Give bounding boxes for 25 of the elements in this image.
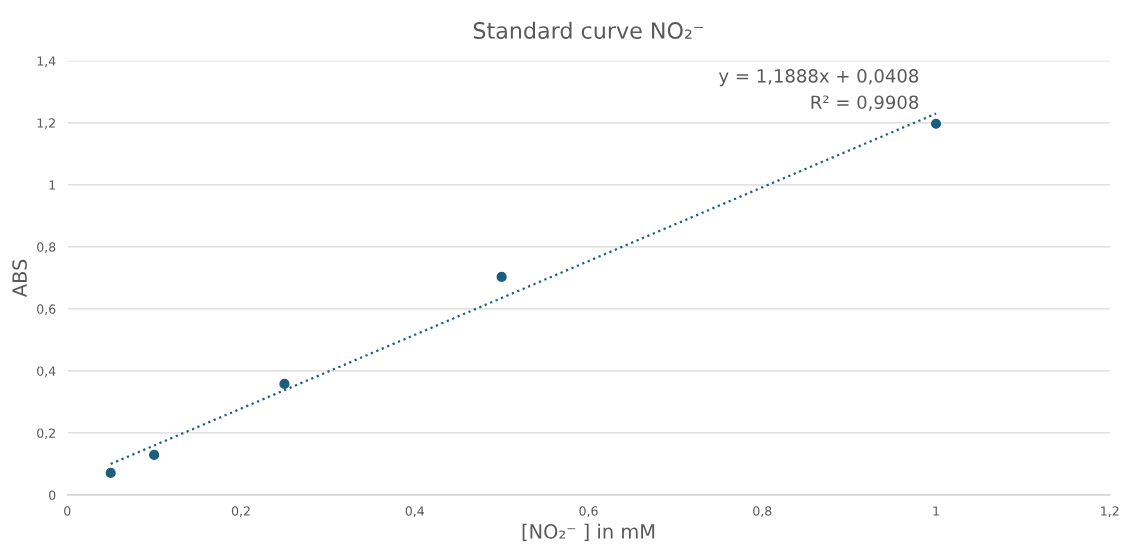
y-tick-label: 0,2 xyxy=(37,428,55,440)
y-tick-label: 1,2 xyxy=(37,118,55,130)
x-tick-label: 0,8 xyxy=(753,506,772,517)
chart-title: Standard curve NO₂⁻ xyxy=(473,21,704,39)
x-tick-label: 0 xyxy=(64,506,71,516)
x-tick-label: 1 xyxy=(933,506,939,516)
y-axis-title: ABS xyxy=(12,259,27,298)
y-tick-label: 0,6 xyxy=(37,304,56,316)
point xyxy=(930,118,942,129)
y-tick-label: 1 xyxy=(49,180,55,190)
y-tick-label: 0,4 xyxy=(37,366,56,378)
x-tick-label: 0,2 xyxy=(231,506,250,517)
x-tick-label: 1,2 xyxy=(1101,506,1119,517)
x-tick-label: 0,6 xyxy=(579,506,598,517)
point xyxy=(496,271,507,283)
y-tick-label: 0,8 xyxy=(37,242,56,254)
annotation: R² = 0,9908 xyxy=(811,95,919,111)
y-tick-label: 1,4 xyxy=(37,56,56,68)
point xyxy=(279,378,290,390)
point xyxy=(149,449,160,461)
x-axis-title: [NO₂⁻ ] in mM xyxy=(522,523,655,542)
annotation: y = 1,1888x + 0,0408 xyxy=(718,69,919,87)
x-tick-label: 0,4 xyxy=(405,506,425,517)
point xyxy=(105,467,116,479)
y-tick-label: 0 xyxy=(49,490,56,500)
